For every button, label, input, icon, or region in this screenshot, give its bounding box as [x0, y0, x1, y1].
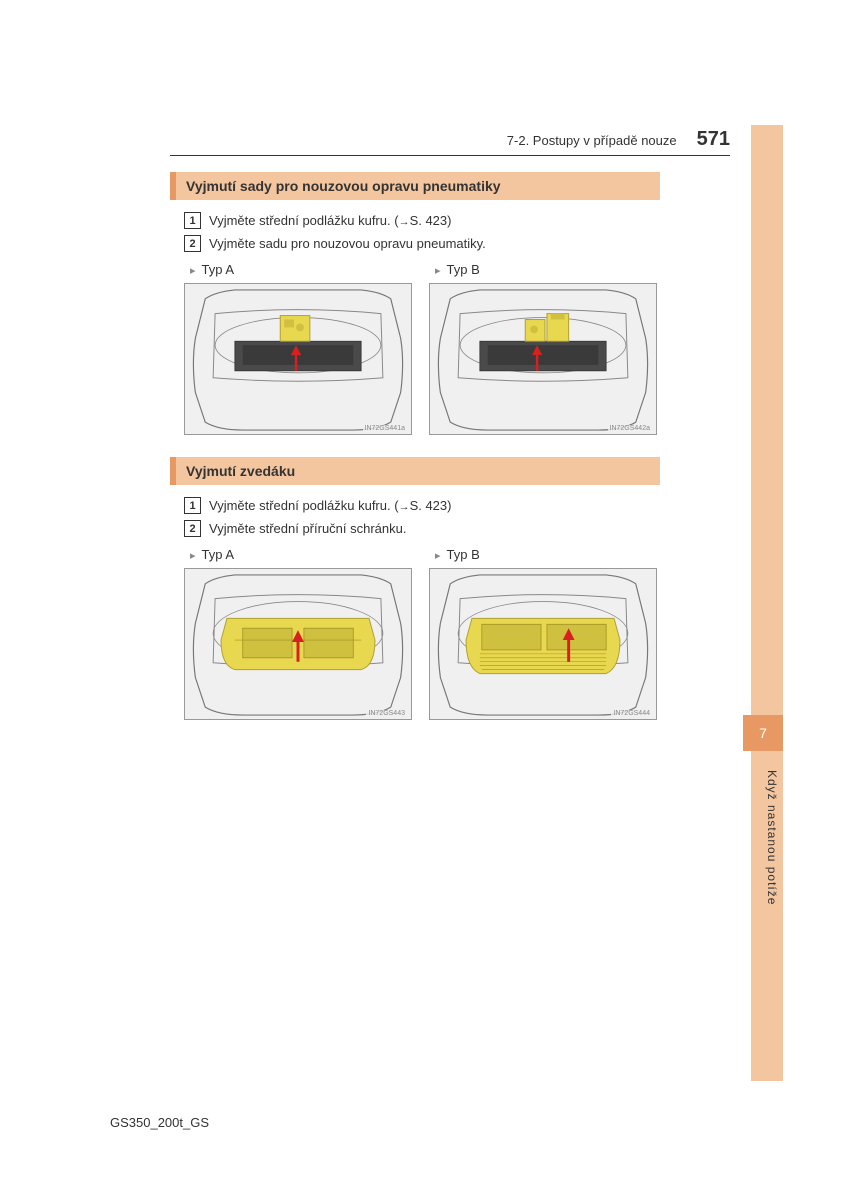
section1-diagrams: Typ A IN72GS441a Typ B [184, 262, 660, 435]
diagram-code-2a: IN72GS443 [366, 710, 407, 717]
step-marker-1: 1 [184, 497, 201, 514]
step-marker-2: 2 [184, 520, 201, 537]
section-path: 7-2. Postupy v případě nouze [507, 133, 677, 148]
type-a-label: Typ A [190, 262, 415, 277]
step-marker-2: 2 [184, 235, 201, 252]
type-b-label: Typ B [435, 262, 660, 277]
diagram-2b: IN72GS444 [429, 568, 657, 720]
diagram-code-1a: IN72GS441a [363, 425, 407, 432]
step1-text: Vyjměte střední podlážku kufru. (S. 423) [209, 498, 451, 513]
step-marker-1: 1 [184, 212, 201, 229]
section1-header: Vyjmutí sady pro nouzovou opravu pneumat… [170, 172, 660, 200]
type-b-col: Typ B IN72GS442a [429, 262, 660, 435]
page-number: 571 [697, 128, 730, 151]
section2-diagrams: Typ A IN72GS443 Typ B [184, 547, 660, 720]
page-header: 7-2. Postupy v případě nouze 571 [170, 128, 730, 151]
diagram-1a: IN72GS441a [184, 283, 412, 435]
section2-header: Vyjmutí zvedáku [170, 457, 660, 485]
chapter-number: 7 [759, 725, 767, 741]
diagram-2a: IN72GS443 [184, 568, 412, 720]
step2-text: Vyjměte střední příruční schránku. [209, 521, 407, 536]
footer-model: GS350_200t_GS [110, 1115, 209, 1130]
type-a-col: Typ A IN72GS443 [184, 547, 415, 720]
type-a-col: Typ A IN72GS441a [184, 262, 415, 435]
header-divider [170, 155, 730, 156]
type-a-label: Typ A [190, 547, 415, 562]
step1-text: Vyjměte střední podlážku kufru. (S. 423) [209, 213, 451, 228]
chapter-tab: 7 [743, 715, 783, 751]
side-tab [751, 125, 783, 1081]
diagram-code-2b: IN72GS444 [611, 710, 652, 717]
section1-step2: 2 Vyjměte sadu pro nouzovou opravu pneum… [184, 235, 660, 252]
type-b-label: Typ B [435, 547, 660, 562]
diagram-code-1b: IN72GS442a [608, 425, 652, 432]
chapter-label: Když nastanou potíže [765, 770, 779, 905]
step2-text: Vyjměte sadu pro nouzovou opravu pneumat… [209, 236, 486, 251]
section2-step1: 1 Vyjměte střední podlážku kufru. (S. 42… [184, 497, 660, 514]
section2-step2: 2 Vyjměte střední příruční schránku. [184, 520, 660, 537]
main-content: Vyjmutí sady pro nouzovou opravu pneumat… [170, 172, 660, 720]
type-b-col: Typ B IN72GS444 [429, 547, 660, 720]
section1-step1: 1 Vyjměte střední podlážku kufru. (S. 42… [184, 212, 660, 229]
diagram-1b: IN72GS442a [429, 283, 657, 435]
